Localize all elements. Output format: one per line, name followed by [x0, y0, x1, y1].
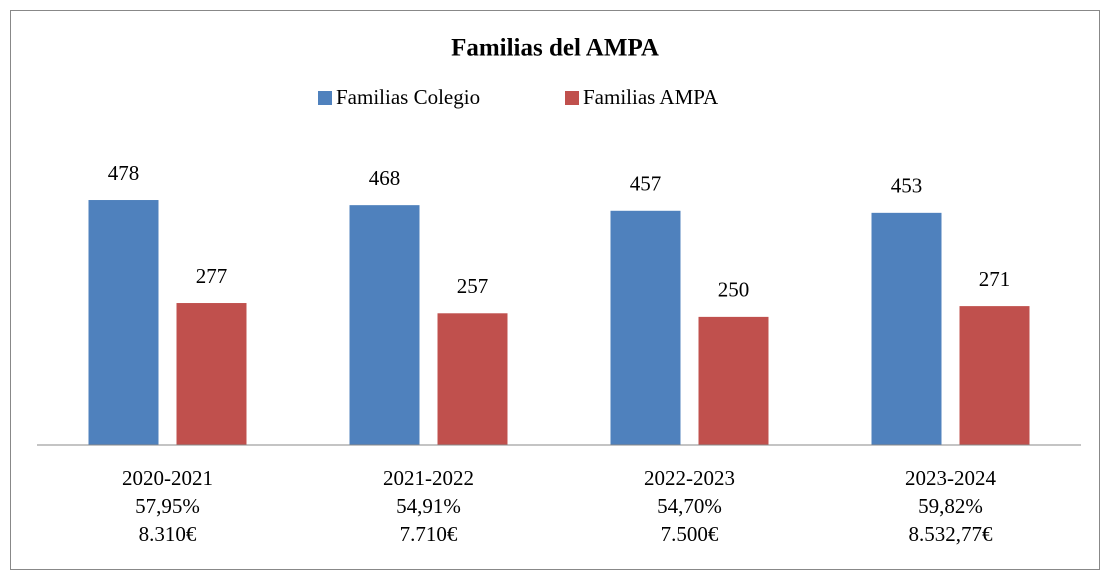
legend-swatch — [565, 91, 579, 105]
data-label: 468 — [369, 166, 401, 190]
x-tick-label: 2020-2021 — [122, 466, 213, 490]
x-tick-label: 2021-2022 — [383, 466, 474, 490]
bar — [176, 303, 247, 445]
data-label: 478 — [108, 161, 140, 185]
legend-label: Familias AMPA — [583, 85, 719, 109]
bar — [349, 205, 420, 445]
data-label: 257 — [457, 274, 489, 298]
chart-title: Familias del AMPA — [451, 35, 659, 62]
x-tick-label: 7.710€ — [400, 522, 458, 546]
x-tick-label: 8.532,77€ — [909, 522, 994, 546]
x-tick-label: 59,82% — [918, 494, 983, 518]
data-label: 457 — [630, 172, 662, 196]
bar — [88, 200, 159, 445]
data-label: 271 — [979, 267, 1011, 291]
x-tick-label: 57,95% — [135, 494, 200, 518]
bar — [698, 316, 769, 445]
data-label: 277 — [196, 264, 228, 288]
x-tick-label: 8.310€ — [139, 522, 197, 546]
x-tick-label: 7.500€ — [661, 522, 719, 546]
bar — [610, 210, 681, 445]
data-label: 250 — [718, 278, 750, 302]
x-tick-label: 54,91% — [396, 494, 461, 518]
legend-swatch — [318, 91, 332, 105]
x-tick-label: 2022-2023 — [644, 466, 735, 490]
x-tick-label: 54,70% — [657, 494, 722, 518]
data-label: 453 — [891, 174, 923, 198]
legend-label: Familias Colegio — [336, 85, 480, 109]
bar — [871, 212, 942, 445]
bar — [959, 306, 1030, 445]
bar — [437, 313, 508, 445]
x-tick-label: 2023-2024 — [905, 466, 996, 490]
